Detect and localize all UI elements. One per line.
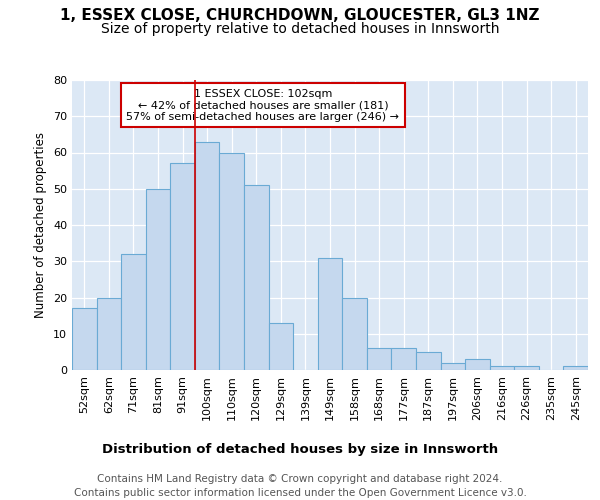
Bar [72,308,97,370]
Bar [269,323,293,370]
Text: 1, ESSEX CLOSE, CHURCHDOWN, GLOUCESTER, GL3 1NZ: 1, ESSEX CLOSE, CHURCHDOWN, GLOUCESTER, … [60,8,540,22]
Bar [121,254,146,370]
Bar [563,366,588,370]
Text: 1 ESSEX CLOSE: 102sqm
← 42% of detached houses are smaller (181)
57% of semi-det: 1 ESSEX CLOSE: 102sqm ← 42% of detached … [127,88,400,122]
Bar [367,348,391,370]
Bar [514,366,539,370]
Text: Distribution of detached houses by size in Innsworth: Distribution of detached houses by size … [102,442,498,456]
Bar [318,258,342,370]
Bar [97,298,121,370]
Bar [195,142,220,370]
Bar [465,359,490,370]
Bar [146,188,170,370]
Y-axis label: Number of detached properties: Number of detached properties [34,132,47,318]
Bar [220,152,244,370]
Bar [391,348,416,370]
Bar [490,366,514,370]
Text: Size of property relative to detached houses in Innsworth: Size of property relative to detached ho… [101,22,499,36]
Bar [244,185,269,370]
Bar [416,352,440,370]
Text: Contains HM Land Registry data © Crown copyright and database right 2024.: Contains HM Land Registry data © Crown c… [97,474,503,484]
Text: Contains public sector information licensed under the Open Government Licence v3: Contains public sector information licen… [74,488,526,498]
Bar [342,298,367,370]
Bar [170,164,195,370]
Bar [440,363,465,370]
